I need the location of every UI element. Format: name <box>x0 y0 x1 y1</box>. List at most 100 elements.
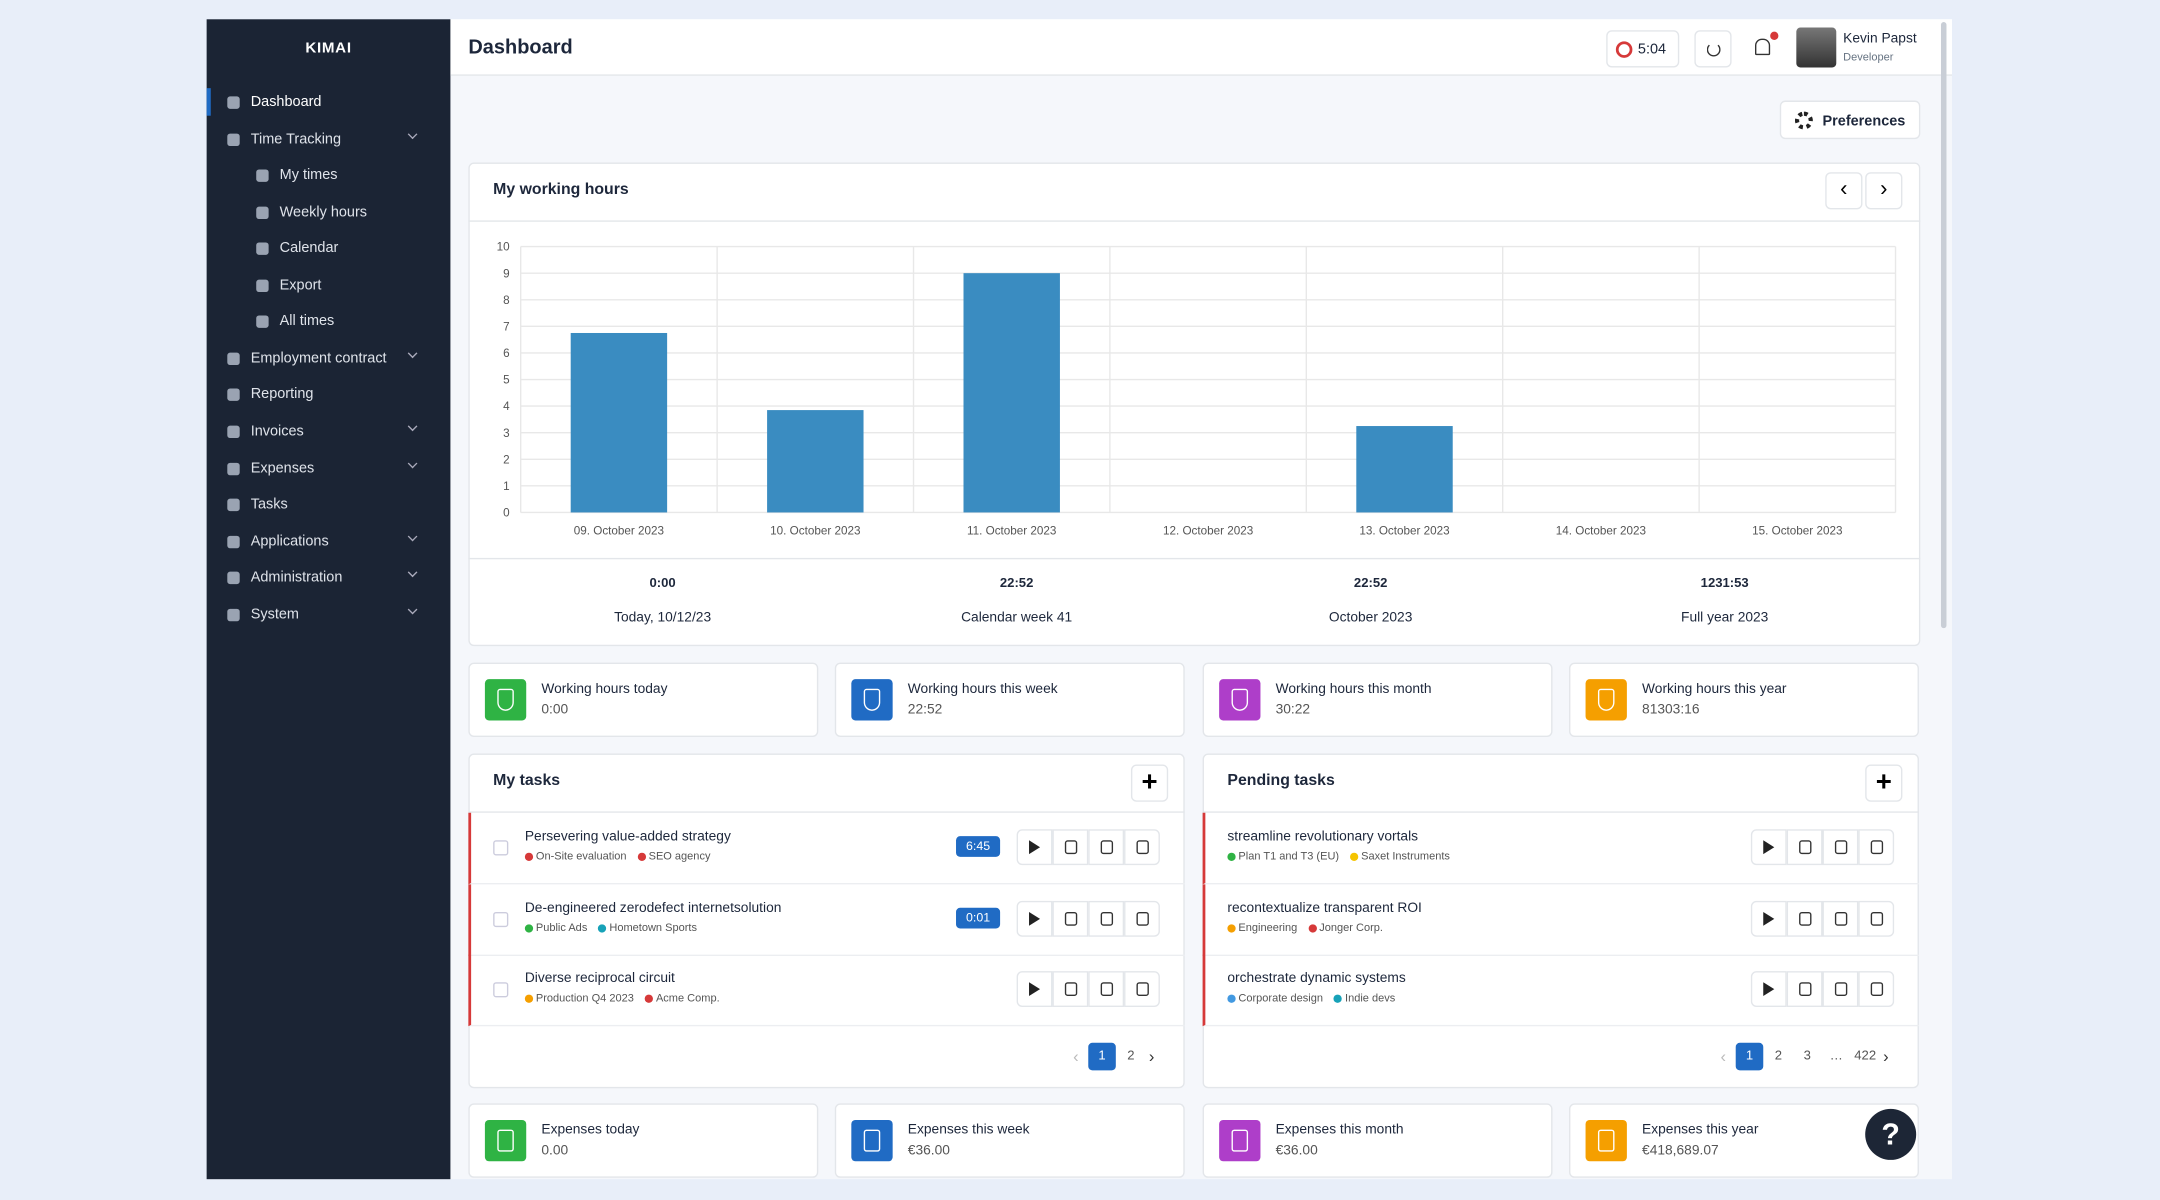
assign-button[interactable] <box>1822 900 1859 937</box>
assign-button[interactable] <box>1822 829 1859 866</box>
divider <box>468 811 1185 813</box>
chart: 0 1 2 3 4 5 6 7 8 9 10 09. October 2023 10. October … <box>497 241 1897 537</box>
preferences-button[interactable]: Preferences <box>1779 100 1921 140</box>
checkbox[interactable] <box>493 982 509 998</box>
nav-icon <box>256 315 269 329</box>
page-prev[interactable]: ‹ <box>1720 1046 1727 1067</box>
task-row <box>1202 955 1919 1027</box>
nav-item[interactable]: Export <box>279 276 322 294</box>
nav-item[interactable]: Expenses <box>250 459 315 476</box>
duration-badge: 0:01 <box>956 907 1001 929</box>
tag-dot <box>644 995 654 1004</box>
page-link[interactable]: 3 <box>1803 1048 1811 1064</box>
page-link[interactable]: 422 <box>1854 1048 1877 1064</box>
play-icon <box>1763 982 1775 997</box>
nav-item[interactable]: Tasks <box>250 495 288 513</box>
timer-button[interactable]: 5:04 <box>1606 30 1680 68</box>
delete-button[interactable] <box>1858 900 1895 937</box>
task-title: De-engineered zerodefect internetsolutio… <box>524 900 782 916</box>
bell-dot <box>1770 31 1779 40</box>
nav-item[interactable]: Administration <box>250 569 343 586</box>
assign-button[interactable] <box>1088 900 1125 937</box>
refresh-button[interactable] <box>1694 30 1732 68</box>
timer: 5:04 <box>1637 41 1667 58</box>
page-link[interactable]: 1 <box>1735 1042 1764 1071</box>
tag: Jonger Corp. <box>1319 921 1383 934</box>
help-button[interactable]: ? <box>1865 1108 1917 1160</box>
page-link[interactable]: 1 <box>1088 1042 1116 1071</box>
bell-icon[interactable] <box>1754 38 1771 56</box>
summary-value: 22:52 <box>999 575 1034 591</box>
tag: Corporate design <box>1238 992 1323 1005</box>
assign-button[interactable] <box>1822 971 1859 1008</box>
assign-button[interactable] <box>1088 971 1125 1008</box>
stat-icon <box>484 679 527 721</box>
page-prev[interactable]: ‹ <box>1073 1046 1079 1067</box>
stat-card <box>468 1103 819 1178</box>
page-link[interactable]: 2 <box>1127 1048 1135 1064</box>
stat-label: Working hours this month <box>1275 681 1432 698</box>
assign-button[interactable] <box>1088 829 1125 866</box>
tag-dot <box>598 923 607 933</box>
stat-value: 0:00 <box>541 702 569 718</box>
tag: SEO agency <box>648 849 711 863</box>
checkbox[interactable] <box>493 840 509 856</box>
tag: Production Q4 2023 <box>535 992 634 1005</box>
nav-item[interactable]: All times <box>279 313 335 330</box>
nav-icon <box>256 242 269 256</box>
page-next[interactable]: › <box>1883 1046 1889 1067</box>
nav-item[interactable]: Weekly hours <box>279 203 368 220</box>
nav-item[interactable]: System <box>250 605 299 623</box>
nav-item[interactable]: Employment contract <box>250 349 387 367</box>
edit-icon <box>1799 982 1812 997</box>
delete-button[interactable] <box>1124 829 1160 866</box>
assign-icon <box>1100 982 1114 997</box>
next-button[interactable]: › <box>1865 172 1903 210</box>
delete-button[interactable] <box>1124 900 1160 937</box>
edit-button[interactable] <box>1052 900 1089 937</box>
edit-button[interactable] <box>1052 971 1089 1008</box>
nav-item[interactable]: Reporting <box>250 386 314 403</box>
page-next[interactable]: › <box>1148 1046 1155 1067</box>
page-link[interactable]: 2 <box>1774 1048 1783 1064</box>
assign-icon <box>1834 911 1848 926</box>
delete-button[interactable] <box>1858 971 1895 1008</box>
nav-item[interactable]: Invoices <box>250 422 304 440</box>
y-tick-label: 5 <box>503 374 510 387</box>
stat-value: 30:22 <box>1275 702 1311 718</box>
stat-label: Working hours this year <box>1642 681 1787 698</box>
avatar[interactable] <box>1796 27 1837 68</box>
edit-button[interactable] <box>1786 971 1823 1008</box>
page-link[interactable]: … <box>1829 1048 1843 1064</box>
summary-label: Today, 10/12/23 <box>614 610 712 626</box>
sidebar <box>206 19 451 1180</box>
nav-item[interactable]: Time Tracking <box>250 130 342 147</box>
nav-item[interactable]: Calendar <box>279 239 339 257</box>
stop-icon <box>1615 41 1633 58</box>
stat-card <box>1202 662 1553 737</box>
summary-value: 22:52 <box>1353 575 1388 591</box>
edit-button[interactable] <box>1052 829 1089 866</box>
task-row <box>1202 883 1919 956</box>
nav-icon <box>256 206 269 219</box>
edit-button[interactable] <box>1786 829 1823 866</box>
nav-item[interactable]: Applications <box>250 532 329 550</box>
tag: Indie devs <box>1345 992 1396 1005</box>
bar <box>767 410 864 513</box>
stat-value: €36.00 <box>1275 1143 1318 1159</box>
edit-icon <box>1064 982 1078 997</box>
add-button[interactable]: + <box>1130 764 1169 802</box>
nav-item[interactable]: My times <box>279 166 338 184</box>
delete-button[interactable] <box>1858 829 1895 866</box>
edit-icon <box>1064 840 1078 855</box>
tag-dot <box>1308 923 1317 933</box>
nav-icon <box>227 352 240 365</box>
nav-item[interactable]: Dashboard <box>250 93 322 111</box>
edit-button[interactable] <box>1786 900 1823 937</box>
icon-glyph <box>863 688 881 711</box>
prev-button[interactable]: ‹ <box>1825 172 1863 210</box>
delete-button[interactable] <box>1124 971 1160 1008</box>
checkbox[interactable] <box>493 911 509 927</box>
bar <box>1356 426 1453 513</box>
add-button[interactable]: + <box>1865 764 1903 802</box>
